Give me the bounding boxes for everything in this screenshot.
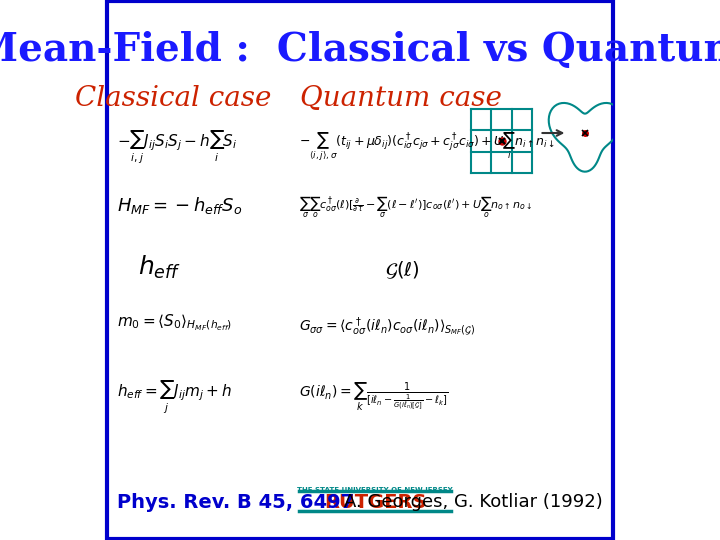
Text: $\sum_{\sigma}\sum_o c^\dagger_{o\sigma}(\ell)[\frac{\partial}{\partial\tau} - \: $\sum_{\sigma}\sum_o c^\dagger_{o\sigma}… — [300, 195, 533, 220]
Text: RUTGERS: RUTGERS — [324, 492, 426, 511]
Text: $h_{eff}$: $h_{eff}$ — [138, 254, 181, 281]
Text: $h_{eff} = \sum_j J_{ij}m_j + h$: $h_{eff} = \sum_j J_{ij}m_j + h$ — [117, 380, 233, 416]
Text: Quantum case: Quantum case — [300, 85, 501, 112]
Text: Phys. Rev. B 45, 6497: Phys. Rev. B 45, 6497 — [117, 492, 354, 511]
Text: $G(i\ell_n) = \sum_k \frac{1}{[i\ell_n - \frac{1}{G(i\ell_n)[\mathcal{G}]} - \el: $G(i\ell_n) = \sum_k \frac{1}{[i\ell_n -… — [300, 380, 449, 414]
Text: $G_{\sigma\sigma} = \langle c^\dagger_{o\sigma}(i\ell_n)c_{o\sigma}(i\ell_n)\ran: $G_{\sigma\sigma} = \langle c^\dagger_{o… — [300, 316, 475, 339]
Text: $\mathcal{G}(\ell)$: $\mathcal{G}(\ell)$ — [385, 259, 420, 281]
Text: Classical case: Classical case — [75, 85, 271, 112]
Text: $H_{MF} = -h_{eff}S_o$: $H_{MF} = -h_{eff}S_o$ — [117, 195, 243, 216]
Text: Mean-Field :  Classical vs Quantum: Mean-Field : Classical vs Quantum — [0, 31, 720, 69]
Text: $m_0 = \langle S_0\rangle_{H_{MF}(h_{eff})}$: $m_0 = \langle S_0\rangle_{H_{MF}(h_{eff… — [117, 313, 233, 333]
Text: THE STATE UNIVERSITY OF NEW JERSEY: THE STATE UNIVERSITY OF NEW JERSEY — [297, 487, 453, 493]
Text: A. Georges, G. Kotliar (1992): A. Georges, G. Kotliar (1992) — [344, 493, 603, 511]
Text: $-\sum_{i,j} J_{ij}S_iS_j - h\sum_{i} S_i$: $-\sum_{i,j} J_{ij}S_iS_j - h\sum_{i} S_… — [117, 130, 238, 166]
Text: $-\sum_{\langle i,j\rangle,\sigma}(t_{ij}+\mu\delta_{ij})(c^\dagger_{i\sigma}c_{: $-\sum_{\langle i,j\rangle,\sigma}(t_{ij… — [300, 130, 556, 163]
